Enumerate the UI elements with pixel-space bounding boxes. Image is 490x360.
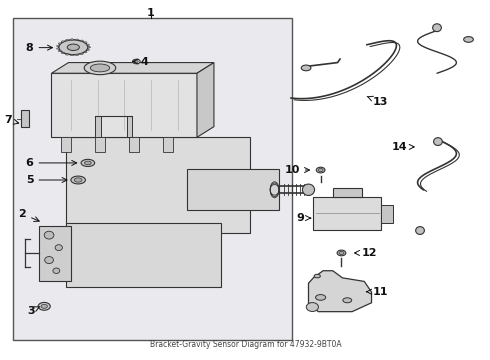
Ellipse shape [80,53,83,54]
Ellipse shape [135,60,138,62]
Ellipse shape [56,48,59,49]
Ellipse shape [80,40,83,41]
Polygon shape [51,63,214,73]
Text: 3: 3 [27,306,40,316]
Ellipse shape [343,298,352,303]
Ellipse shape [84,161,91,165]
Ellipse shape [61,41,64,42]
Ellipse shape [75,54,78,55]
Ellipse shape [464,37,473,42]
FancyBboxPatch shape [95,137,105,152]
Ellipse shape [56,45,59,47]
FancyBboxPatch shape [313,197,381,230]
Ellipse shape [66,54,69,55]
Ellipse shape [71,54,73,56]
FancyBboxPatch shape [39,226,71,282]
Text: 6: 6 [25,158,77,168]
Ellipse shape [74,178,82,182]
Text: Bracket-Gravity Sensor Diagram for 47932-9BT0A: Bracket-Gravity Sensor Diagram for 47932… [149,340,341,349]
Text: 10: 10 [284,165,310,175]
Ellipse shape [306,303,318,311]
Ellipse shape [45,257,53,264]
Ellipse shape [81,159,95,166]
Text: 8: 8 [26,42,52,53]
FancyBboxPatch shape [163,137,172,152]
Ellipse shape [59,40,88,55]
Ellipse shape [337,250,346,256]
Polygon shape [197,63,214,137]
Ellipse shape [416,226,424,234]
Ellipse shape [87,46,90,48]
Ellipse shape [433,24,441,32]
Ellipse shape [434,138,442,145]
Text: 1: 1 [147,8,155,18]
FancyBboxPatch shape [333,188,362,197]
FancyBboxPatch shape [129,137,139,152]
Ellipse shape [301,65,311,71]
Ellipse shape [71,176,85,184]
Ellipse shape [87,46,90,48]
Text: 13: 13 [367,96,388,107]
Ellipse shape [90,64,110,72]
Ellipse shape [44,231,54,239]
FancyBboxPatch shape [381,205,393,223]
Text: 2: 2 [19,209,39,221]
Ellipse shape [84,51,87,53]
FancyBboxPatch shape [13,18,292,340]
Text: 7: 7 [4,115,19,125]
FancyBboxPatch shape [95,116,101,137]
Ellipse shape [314,274,320,278]
Ellipse shape [318,168,323,172]
Ellipse shape [87,44,90,45]
FancyBboxPatch shape [66,137,250,233]
Ellipse shape [132,59,140,64]
Ellipse shape [58,43,61,44]
Polygon shape [309,271,371,312]
Ellipse shape [302,184,315,195]
Ellipse shape [339,251,344,255]
Ellipse shape [67,44,79,50]
Ellipse shape [66,39,69,41]
Text: 11: 11 [367,287,388,297]
Ellipse shape [55,245,62,251]
Text: 14: 14 [392,142,414,152]
Ellipse shape [84,61,116,75]
Ellipse shape [316,167,325,173]
FancyBboxPatch shape [126,116,132,137]
Text: 4: 4 [133,57,148,67]
FancyBboxPatch shape [187,169,279,210]
Ellipse shape [38,302,50,310]
Text: 5: 5 [26,175,67,185]
FancyBboxPatch shape [61,137,71,152]
Ellipse shape [316,294,326,300]
Text: 12: 12 [355,248,377,258]
FancyBboxPatch shape [22,110,29,127]
Ellipse shape [71,39,73,40]
FancyBboxPatch shape [66,223,221,287]
FancyBboxPatch shape [51,73,197,137]
Ellipse shape [84,42,87,43]
Ellipse shape [53,268,60,274]
Text: 9: 9 [297,213,311,223]
Ellipse shape [87,49,90,50]
Ellipse shape [58,50,61,52]
Ellipse shape [75,39,78,40]
Ellipse shape [41,304,48,308]
Ellipse shape [61,52,64,54]
